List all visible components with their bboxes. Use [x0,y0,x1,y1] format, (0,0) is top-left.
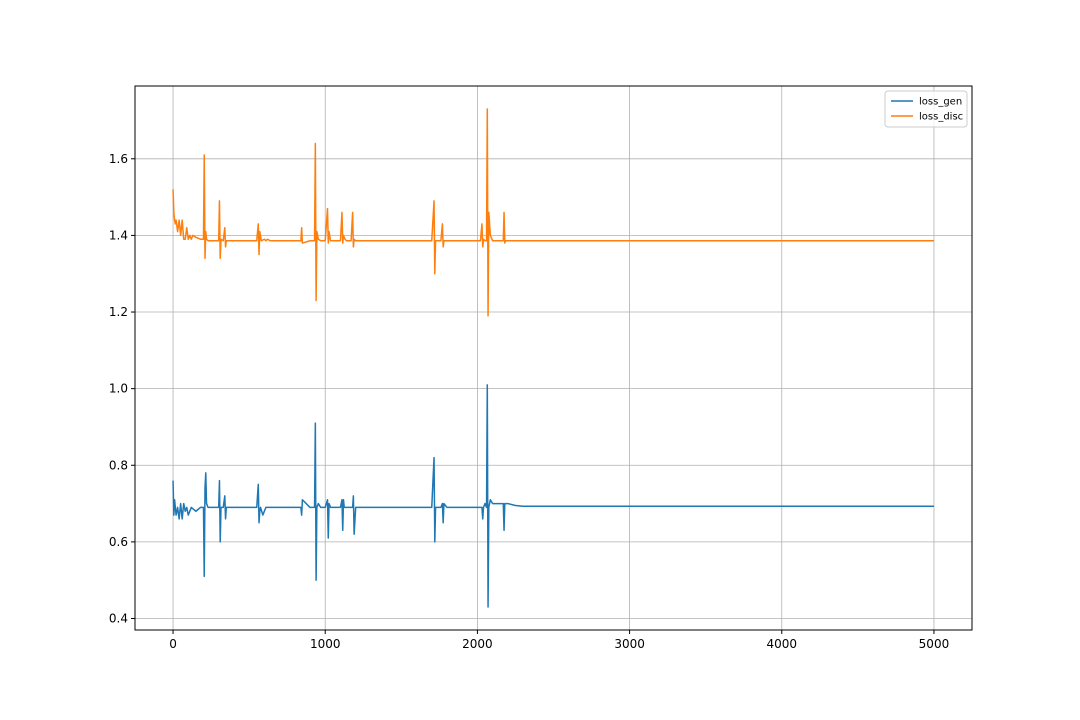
x-axis-ticks: 0 1000 2000 3000 4000 5000 [169,630,949,651]
x-tick-label: 2000 [462,637,493,651]
x-tick-label: 4000 [766,637,797,651]
x-tick-label: 1000 [310,637,341,651]
x-tick-label: 3000 [614,637,645,651]
series-line-loss-disc [172,108,934,317]
y-tick-label: 1.0 [109,382,128,396]
plot-frame [134,85,973,631]
y-axis-ticks: 0.4 0.6 0.8 1.0 1.2 1.4 1.6 [109,152,135,626]
y-tick-label: 1.6 [109,152,128,166]
y-tick-label: 0.4 [109,612,128,626]
y-tick-label: 0.8 [109,458,128,472]
y-tick-label: 1.2 [109,305,128,319]
series-line-loss-gen [172,384,934,608]
grid [135,86,972,630]
series-lines [172,108,934,608]
legend: loss_gen loss_disc [884,90,968,128]
y-tick-label: 0.6 [109,535,128,549]
x-tick-label: 0 [169,637,177,651]
y-tick-label: 1.4 [109,228,128,242]
legend-label-loss-gen: loss_gen [919,97,962,108]
legend-label-loss-disc: loss_disc [919,112,963,123]
legend-box [884,90,968,128]
x-tick-label: 5000 [919,637,950,651]
